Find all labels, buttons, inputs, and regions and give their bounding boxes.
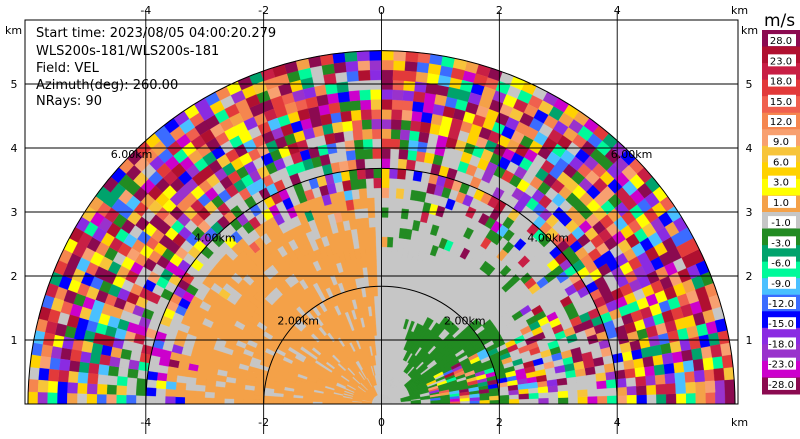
range-ring-0 <box>263 285 500 404</box>
range-rings: 2.00km 2.00km 4.00km 4.00km 6.00km 6.00km <box>27 50 736 404</box>
colorbar-tick-label-12: -9.0 <box>771 279 791 290</box>
range-ring-1 <box>145 167 618 404</box>
colorbar-label-bg-12 <box>768 276 796 289</box>
grid-lines <box>25 20 738 404</box>
colorbar-label-bg-13 <box>768 297 796 309</box>
x-unit-top: km <box>731 4 748 17</box>
y-tick-label-left-5: 5 <box>11 78 18 91</box>
colorbar: 28.0 23.0 18.0 15.0 12.0 9.0 6.0 3.0 1.0 -1.0 -3.0… <box>762 30 800 395</box>
colorbar-label-bg-5 <box>768 135 796 148</box>
colorbar-label-bg-0 <box>768 34 796 47</box>
colorbar-label-bg-10 <box>768 236 796 249</box>
colorbar-tick-label-14: -15.0 <box>768 319 794 330</box>
range-ring-label-0: 2.00km <box>444 315 486 328</box>
colorbar-label-bg-14 <box>768 317 796 330</box>
colorbar-label-bg-16 <box>768 357 796 370</box>
colorbar-label-bg-7 <box>768 175 796 188</box>
y-tick-label-right-5: 5 <box>746 78 753 91</box>
info-block: Start time: 2023/08/05 04:00:20.279 WLS2… <box>36 26 276 109</box>
y-tick-label-right-1: 1 <box>746 334 753 347</box>
info-start-time: Start time: 2023/08/05 04:00:20.279 <box>36 26 276 41</box>
colorbar-label-bg-1 <box>768 54 796 67</box>
axis-ticks: -4 -4 -2 -2 0 0 2 2 4 4 1 1 2 2 3 3 4 4 5 5 <box>11 4 753 434</box>
colorbar-tick-label-5: 9.0 <box>773 137 789 148</box>
y-tick-label-left-3: 3 <box>11 206 18 219</box>
x-unit-bottom: km <box>731 416 748 429</box>
colorbar-tick-label-15: -18.0 <box>768 339 794 350</box>
x-tick-label-top--2: -2 <box>258 4 269 17</box>
x-tick-label-top-0: 0 <box>378 4 385 17</box>
colorbar-tick-label-13: -12.0 <box>768 299 794 310</box>
colorbar-tick-label-16: -23.0 <box>768 360 794 371</box>
info-azimuth: Azimuth(deg): 260.00 <box>36 78 178 93</box>
colorbar-label-bg-8 <box>768 195 796 208</box>
colorbar-label-bg-4 <box>768 115 796 127</box>
y-tick-label-right-3: 3 <box>746 206 753 219</box>
y-tick-label-right-2: 2 <box>746 270 753 283</box>
x-tick-label-top-2: 2 <box>496 4 503 17</box>
y-tick-label-left-1: 1 <box>11 334 18 347</box>
y-tick-label-right-4: 4 <box>746 142 753 155</box>
y-tick-label-left-4: 4 <box>11 142 18 155</box>
y-tick-label-left-2: 2 <box>11 270 18 283</box>
x-tick-label-bottom--2: -2 <box>258 416 269 429</box>
colorbar-tick-label-9: -1.0 <box>771 218 791 229</box>
colorbar-tick-label-6: 6.0 <box>773 157 789 168</box>
x-tick-label-top--4: -4 <box>140 4 151 17</box>
range-ring-label-1: 4.00km <box>527 231 569 244</box>
range-ring-label-0: 2.00km <box>277 315 319 328</box>
colorbar-label-bg-17 <box>768 377 796 390</box>
colorbar-tick-label-8: 1.0 <box>773 198 789 209</box>
range-ring-label-2: 6.00km <box>611 148 653 161</box>
colorbar-tick-label-3: 15.0 <box>770 97 792 108</box>
x-tick-label-bottom-2: 2 <box>496 416 503 429</box>
x-tick-label-bottom-4: 4 <box>614 416 621 429</box>
colorbar-label-bg-15 <box>768 337 796 350</box>
colorbar-label-bg-6 <box>768 155 796 168</box>
velocity-field <box>27 50 736 404</box>
range-ring-2 <box>27 50 736 404</box>
colorbar-tick-label-4: 12.0 <box>770 117 792 128</box>
colorbar-tick-label-2: 18.0 <box>770 77 792 88</box>
y-unit-right: km <box>741 24 758 37</box>
colorbar-label-bg-9 <box>768 216 796 229</box>
colorbar-tick-label-10: -3.0 <box>771 238 791 249</box>
colorbar-label-bg-3 <box>768 94 796 107</box>
info-field: Field: VEL <box>36 61 100 76</box>
range-ring-label-1: 4.00km <box>194 231 236 244</box>
x-tick-label-bottom-0: 0 <box>378 416 385 429</box>
range-ring-label-2: 6.00km <box>111 148 153 161</box>
colorbar-label-bg-11 <box>768 256 796 269</box>
x-tick-label-bottom--4: -4 <box>140 416 151 429</box>
colorbar-tick-label-7: 3.0 <box>773 178 789 189</box>
x-tick-label-top-4: 4 <box>614 4 621 17</box>
info-instrument: WLS200s-181/WLS200s-181 <box>36 44 219 59</box>
y-unit-left: km <box>5 24 22 37</box>
colorbar-unit: m/s <box>764 11 795 31</box>
colorbar-tick-label-17: -28.0 <box>768 380 794 391</box>
info-nrays: NRays: 90 <box>36 94 102 109</box>
colorbar-tick-label-11: -6.0 <box>771 259 791 270</box>
colorbar-tick-label-0: 28.0 <box>770 36 792 47</box>
colorbar-tick-label-1: 23.0 <box>770 56 792 67</box>
colorbar-label-bg-2 <box>768 74 796 87</box>
